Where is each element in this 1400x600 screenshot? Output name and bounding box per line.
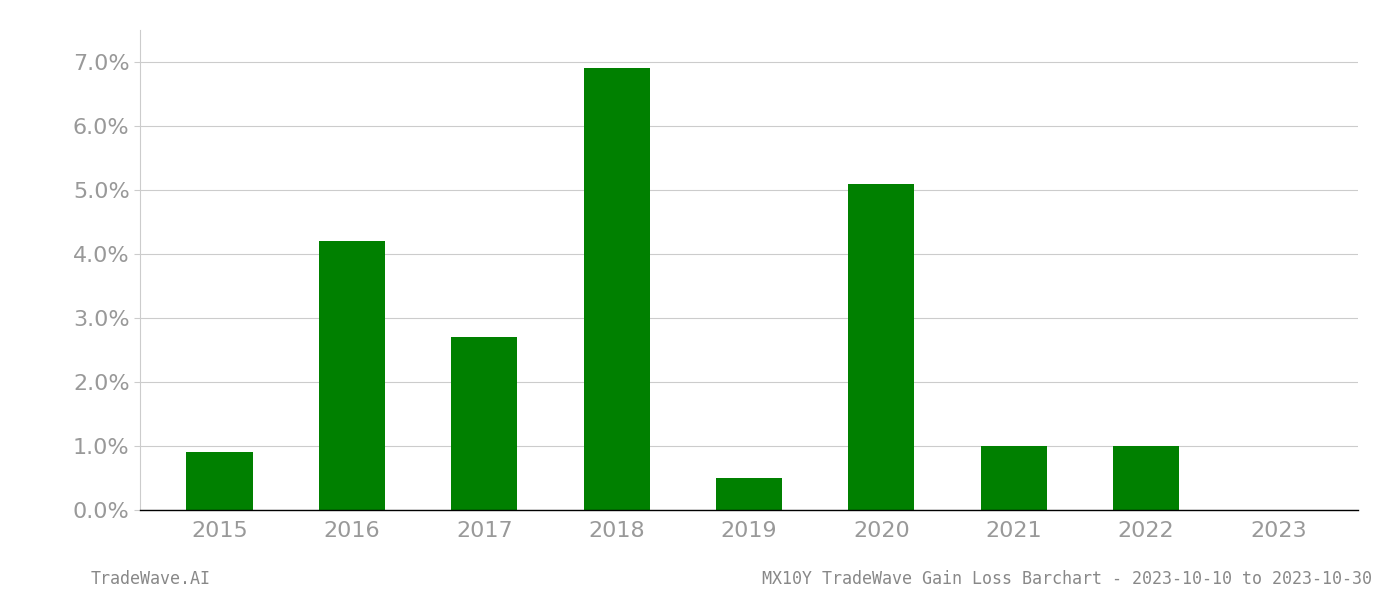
- Bar: [186, 452, 252, 510]
- Bar: [980, 446, 1047, 510]
- Bar: [451, 337, 518, 510]
- Text: MX10Y TradeWave Gain Loss Barchart - 2023-10-10 to 2023-10-30: MX10Y TradeWave Gain Loss Barchart - 202…: [762, 570, 1372, 588]
- Bar: [848, 184, 914, 510]
- Bar: [1113, 446, 1179, 510]
- Bar: [715, 478, 783, 510]
- Text: TradeWave.AI: TradeWave.AI: [91, 570, 211, 588]
- Bar: [319, 241, 385, 510]
- Bar: [584, 68, 650, 510]
